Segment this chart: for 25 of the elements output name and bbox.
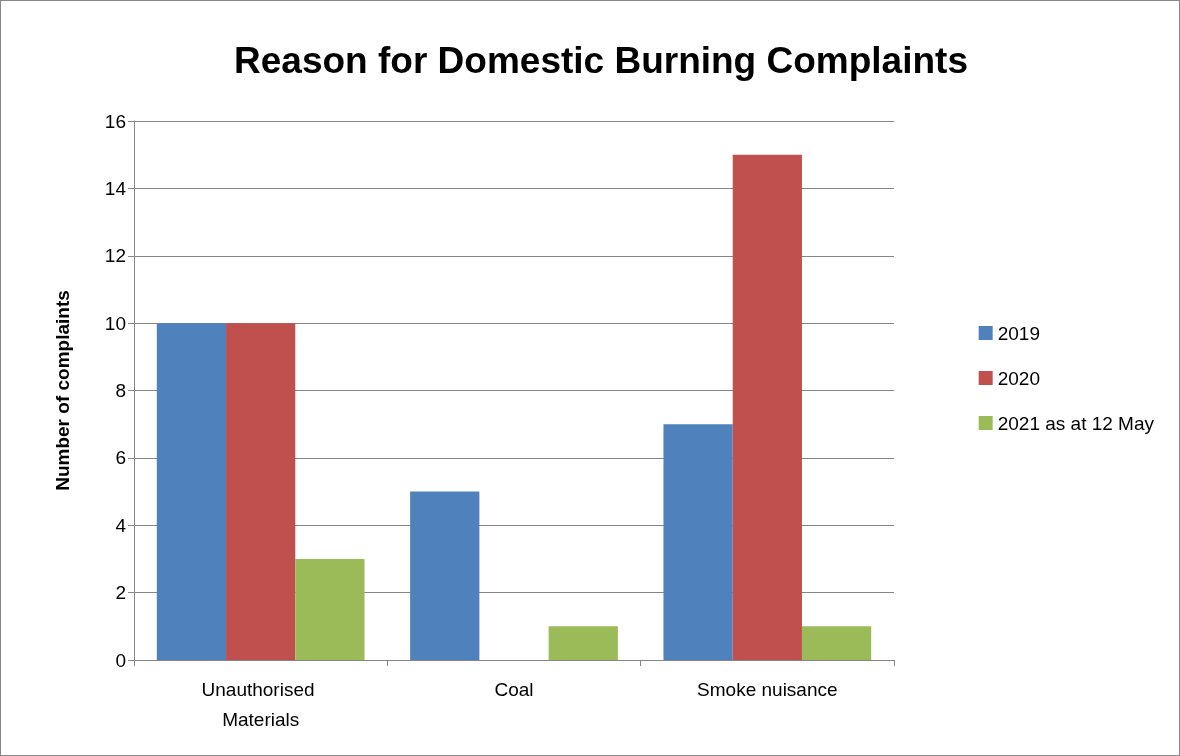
bar — [801, 626, 872, 660]
y-tick-label: 12 — [104, 245, 126, 267]
x-tick-label: Unauthorised Materials — [201, 678, 320, 730]
y-tick-label: 6 — [115, 447, 126, 469]
y-tick-label: 2 — [115, 582, 126, 604]
y-axis-title: Number of complaints — [52, 290, 73, 491]
legend-label: 2019 — [997, 322, 1040, 344]
y-tick-label: 16 — [104, 110, 126, 132]
legend-label: 2021 as at 12 May — [997, 412, 1155, 434]
x-tick-label: Smoke nuisance — [697, 678, 838, 700]
x-tick-label: Coal — [494, 678, 534, 700]
y-tick-label: 0 — [115, 649, 126, 671]
y-tick-label: 14 — [104, 177, 127, 199]
bar — [732, 154, 802, 660]
bar — [226, 323, 296, 660]
bar — [663, 424, 733, 660]
legend-label: 2020 — [997, 367, 1040, 389]
chart-title: Reason for Domestic Burning Complaints — [234, 40, 968, 81]
bar — [410, 491, 480, 660]
bar — [156, 323, 227, 660]
bar — [295, 558, 365, 660]
bar — [548, 626, 618, 660]
y-tick-label: 4 — [115, 514, 127, 536]
y-tick-label: 8 — [115, 380, 126, 401]
y-tick-label: 10 — [104, 312, 126, 334]
